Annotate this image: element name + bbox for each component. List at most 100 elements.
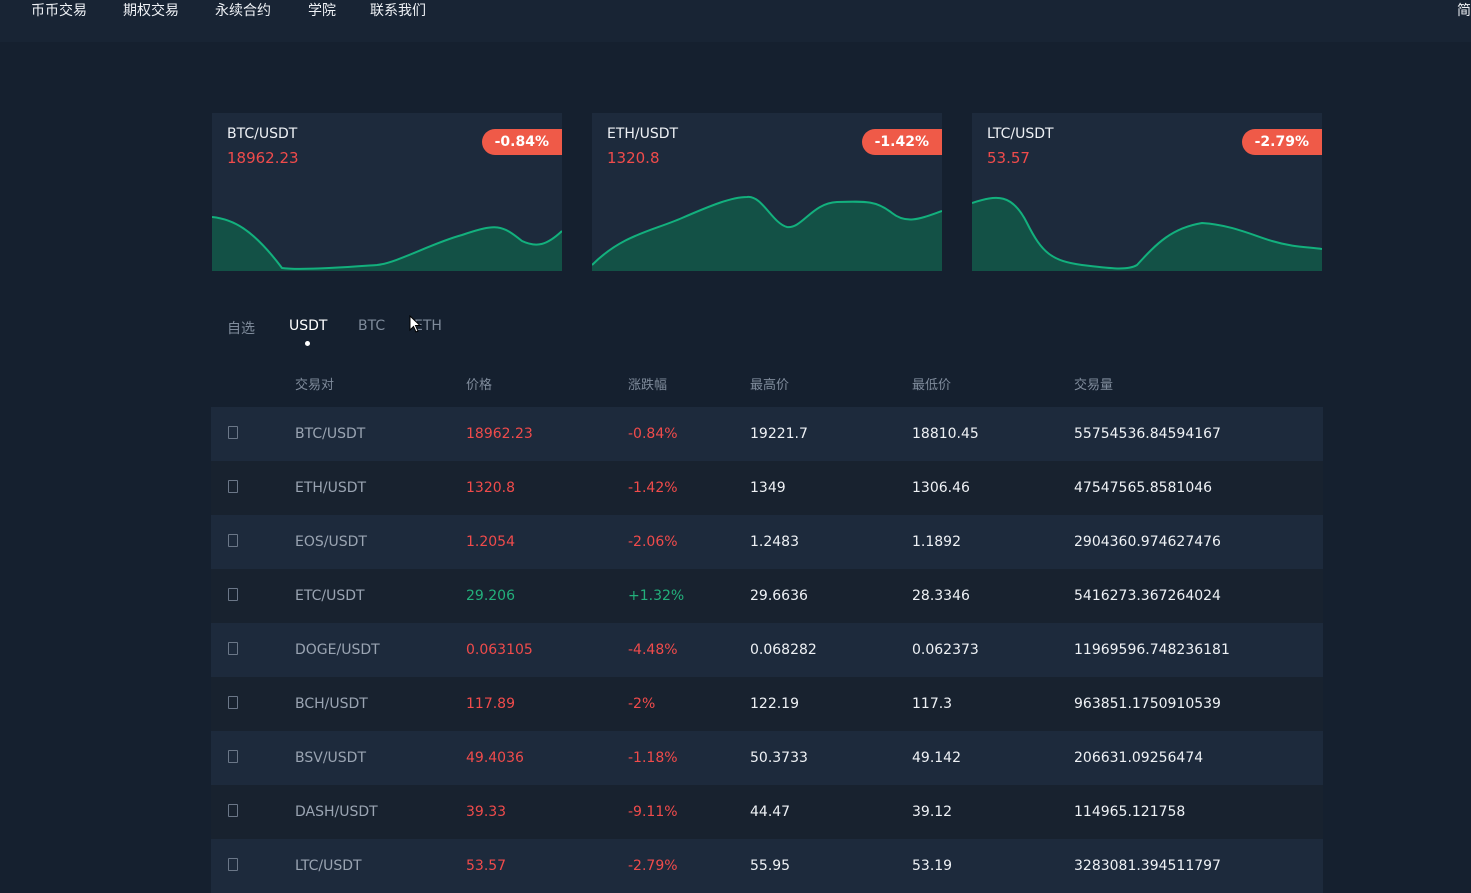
- favorite-checkbox[interactable]: [228, 642, 238, 655]
- row-low: 117.3: [912, 696, 953, 712]
- favorite-checkbox[interactable]: [228, 858, 238, 871]
- table-row[interactable]: BSV/USDT 49.4036 -1.18% 50.3733 49.142 206631…: [211, 731, 1323, 785]
- card-change-badge: -1.42%: [861, 129, 942, 155]
- table-row[interactable]: DOGE/USDT 0.063105 -4.48% 0.068282 0.062373 1…: [211, 623, 1323, 677]
- tab-usdt[interactable]: USDT: [289, 318, 328, 334]
- row-price: 18962.23: [466, 426, 533, 442]
- row-volume: 5416273.367264024: [1074, 588, 1221, 604]
- row-low: 1306.46: [912, 480, 970, 496]
- sparkline-line: [972, 196, 1322, 270]
- row-price: 49.4036: [466, 750, 524, 766]
- nav-options-trading[interactable]: 期权交易: [123, 3, 179, 19]
- row-volume: 3283081.394511797: [1074, 858, 1221, 874]
- row-low: 49.142: [912, 750, 961, 766]
- favorite-checkbox[interactable]: [228, 480, 238, 493]
- card-pair: BTC/USDT: [227, 126, 298, 142]
- row-price: 0.063105: [466, 642, 533, 658]
- row-volume: 47547565.8581046: [1074, 480, 1213, 496]
- header-pair: 交易对: [295, 378, 335, 393]
- card-change-badge: -2.79%: [1241, 129, 1322, 155]
- favorite-checkbox[interactable]: [228, 588, 238, 601]
- nav-contact-us[interactable]: 联系我们: [370, 3, 426, 19]
- market-card-ltc[interactable]: LTC/USDT 53.57 -2.79%: [972, 113, 1322, 271]
- row-price: 1.2054: [466, 534, 515, 550]
- favorite-checkbox[interactable]: [228, 534, 238, 547]
- row-change: -9.11%: [628, 804, 678, 820]
- nav-academy[interactable]: 学院: [308, 3, 336, 19]
- row-price: 1320.8: [466, 480, 515, 496]
- row-pair: BSV/USDT: [295, 750, 367, 766]
- header-high: 最高价: [750, 378, 790, 393]
- header-volume: 交易量: [1074, 378, 1114, 393]
- row-pair: DOGE/USDT: [295, 642, 380, 658]
- card-price: 18962.23: [227, 149, 299, 167]
- card-price: 53.57: [987, 149, 1030, 167]
- table-row[interactable]: ETH/USDT 1320.8 -1.42% 1349 1306.46 47547565.…: [211, 461, 1323, 515]
- card-sparkline: [212, 216, 562, 271]
- favorite-checkbox[interactable]: [228, 804, 238, 817]
- sparkline-line: [592, 195, 942, 266]
- row-change: -1.18%: [628, 750, 678, 766]
- market-card-btc[interactable]: BTC/USDT 18962.23 -0.84%: [212, 113, 562, 271]
- row-pair: LTC/USDT: [295, 858, 362, 874]
- row-high: 29.6636: [750, 588, 808, 604]
- row-low: 39.12: [912, 804, 953, 820]
- market-card-eth[interactable]: ETH/USDT 1320.8 -1.42%: [592, 113, 942, 271]
- card-sparkline: [972, 196, 1322, 271]
- active-tab-indicator: [305, 341, 310, 346]
- row-change: -0.84%: [628, 426, 678, 442]
- row-pair: ETC/USDT: [295, 588, 365, 604]
- row-price: 53.57: [466, 858, 507, 874]
- table-row[interactable]: BTC/USDT 18962.23 -0.84% 19221.7 18810.45 557…: [211, 407, 1323, 461]
- tab-eth[interactable]: ETH: [414, 318, 442, 334]
- table-row[interactable]: LTC/USDT 53.57 -2.79% 55.95 53.19 3283081.394…: [211, 839, 1323, 893]
- row-volume: 55754536.84594167: [1074, 426, 1221, 442]
- card-pair: LTC/USDT: [987, 126, 1054, 142]
- row-low: 18810.45: [912, 426, 979, 442]
- market-table: BTC/USDT 18962.23 -0.84% 19221.7 18810.45 557…: [211, 407, 1323, 893]
- table-row[interactable]: BCH/USDT 117.89 -2% 122.19 117.3 963851.17509…: [211, 677, 1323, 731]
- row-pair: BCH/USDT: [295, 696, 368, 712]
- row-high: 1.2483: [750, 534, 799, 550]
- row-pair: DASH/USDT: [295, 804, 378, 820]
- mouse-cursor-icon: [409, 315, 421, 333]
- favorite-checkbox[interactable]: [228, 696, 238, 709]
- row-high: 1349: [750, 480, 786, 496]
- favorite-checkbox[interactable]: [228, 426, 238, 439]
- row-change: +1.32%: [628, 588, 685, 604]
- nav-spot-trading[interactable]: 币币交易: [31, 3, 87, 19]
- nav-perpetual-contracts[interactable]: 永续合约: [215, 3, 271, 19]
- card-pair: ETH/USDT: [607, 126, 679, 142]
- row-low: 1.1892: [912, 534, 961, 550]
- row-high: 122.19: [750, 696, 799, 712]
- row-price: 29.206: [466, 588, 515, 604]
- row-pair: BTC/USDT: [295, 426, 366, 442]
- language-switch[interactable]: 简: [1457, 3, 1471, 19]
- row-change: -2.79%: [628, 858, 678, 874]
- favorite-checkbox[interactable]: [228, 750, 238, 763]
- card-sparkline: [592, 195, 942, 271]
- row-pair: ETH/USDT: [295, 480, 367, 496]
- row-change: -1.42%: [628, 480, 678, 496]
- table-row[interactable]: DASH/USDT 39.33 -9.11% 44.47 39.12 114965.121…: [211, 785, 1323, 839]
- tab-btc[interactable]: BTC: [358, 318, 386, 334]
- row-high: 19221.7: [750, 426, 808, 442]
- row-volume: 11969596.748236181: [1074, 642, 1230, 658]
- tab-favorites[interactable]: 自选: [227, 321, 255, 337]
- sparkline-area: [592, 196, 942, 271]
- row-change: -2%: [628, 696, 656, 712]
- row-volume: 963851.1750910539: [1074, 696, 1221, 712]
- row-high: 50.3733: [750, 750, 808, 766]
- row-volume: 206631.09256474: [1074, 750, 1204, 766]
- row-low: 53.19: [912, 858, 953, 874]
- table-row[interactable]: EOS/USDT 1.2054 -2.06% 1.2483 1.1892 2904360.…: [211, 515, 1323, 569]
- header-price: 价格: [466, 378, 493, 393]
- sparkline-area: [972, 197, 1322, 271]
- row-low: 28.3346: [912, 588, 970, 604]
- table-row[interactable]: ETC/USDT 29.206 +1.32% 29.6636 28.3346 541627…: [211, 569, 1323, 623]
- row-pair: EOS/USDT: [295, 534, 367, 550]
- sparkline-area: [212, 217, 562, 271]
- row-high: 55.95: [750, 858, 791, 874]
- top-nav-bar: 币币交易 期权交易 永续合约 学院 联系我们 简: [0, 0, 1471, 42]
- sparkline-line: [212, 216, 562, 270]
